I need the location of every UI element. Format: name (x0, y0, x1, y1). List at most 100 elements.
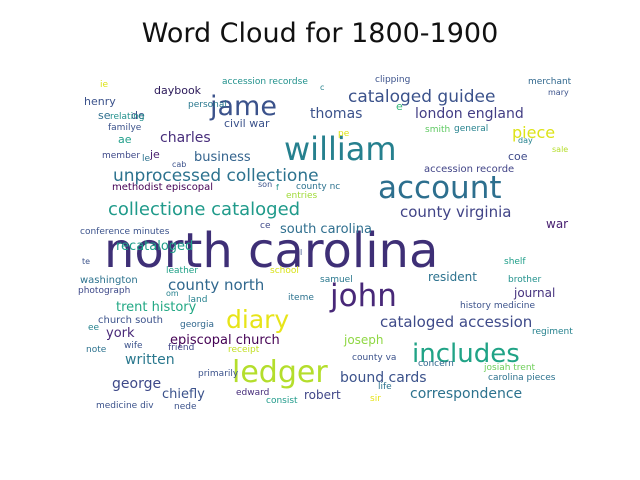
cloud-word: mary (548, 88, 569, 97)
cloud-word: te (82, 257, 90, 266)
cloud-word: joseph (343, 333, 384, 347)
cloud-word: edward (236, 388, 269, 398)
cloud-word: chiefly (162, 387, 205, 402)
cloud-word: je (149, 148, 160, 161)
cloud-word: brother (508, 275, 541, 285)
cloud-word: photograph (78, 286, 130, 296)
cloud-word: diary (226, 305, 289, 334)
cloud-word: daybook (154, 84, 202, 97)
cloud-word: sir (370, 394, 381, 404)
cloud-word: samuel (320, 275, 353, 285)
cloud-word: smith (425, 125, 450, 135)
cloud-word: unprocessed collectione (113, 166, 319, 186)
cloud-word: georgia (180, 320, 214, 330)
cloud-word: ledger (232, 355, 328, 390)
cloud-word: bound cards (340, 370, 427, 386)
cloud-word: sale (552, 145, 568, 154)
cloud-word: leather (166, 266, 198, 276)
cloud-word: relating (110, 112, 145, 122)
cloud-word: c (320, 83, 324, 92)
cloud-word: ce (260, 221, 271, 231)
cloud-word: merchant (528, 77, 572, 87)
cloud-word: episcopal church (170, 333, 280, 348)
cloud-word: george (112, 376, 161, 392)
cloud-word: accession recordse (222, 77, 308, 87)
cloud-word: charles (160, 130, 211, 146)
cloud-word: le (142, 154, 151, 164)
cloud-word: south carolina (280, 222, 372, 237)
cloud-word: nede (174, 402, 197, 412)
cloud-word: history medicine (460, 301, 535, 311)
cloud-word: correspondence (410, 386, 522, 402)
cloud-word: e (396, 100, 403, 113)
cloud-word: familye (108, 123, 142, 133)
cloud-word: cab (172, 160, 186, 169)
cloud-word: note (86, 345, 107, 355)
cloud-word: general (454, 124, 488, 134)
cloud-word: north carolina (104, 223, 438, 279)
cloud-word: washington (80, 275, 138, 286)
cloud-word: l (300, 248, 302, 257)
cloud-word: consist (266, 396, 298, 406)
cloud-word: civil war (224, 117, 270, 130)
cloud-word: written (125, 352, 175, 368)
cloud-word: pe (338, 129, 350, 139)
cloud-word: henry (84, 95, 116, 108)
cloud-word: life (378, 382, 392, 392)
cloud-word: se (98, 109, 111, 122)
cloud-word: receipt (228, 345, 260, 355)
cloud-word: church south (98, 315, 163, 326)
cloud-word: york (106, 326, 135, 341)
cloud-word: methodist episcopal (112, 182, 213, 193)
cloud-word: day (518, 136, 533, 145)
cloud-word: cataloged guidee (348, 87, 495, 107)
cloud-word: william (284, 130, 397, 168)
cloud-word: robert (304, 388, 341, 402)
cloud-word: resident (428, 270, 477, 284)
cloud-word: includes (412, 339, 520, 369)
cloud-word: f (276, 183, 279, 192)
cloud-word: school (270, 266, 299, 276)
cloud-word: wife (124, 341, 143, 351)
cloud-word: account (378, 170, 502, 206)
cloud-word: de (131, 109, 145, 122)
cloud-word: cataloged accession (380, 313, 532, 331)
cloud-word: conference minutes (80, 227, 170, 237)
cloud-word: piece (512, 123, 555, 142)
cloud-word: county north (168, 276, 264, 294)
cloud-word: business (194, 150, 251, 165)
cloud-word: war (546, 217, 568, 231)
cloud-word: journal (513, 286, 555, 300)
cloud-word: county virginia (400, 203, 511, 221)
cloud-background (80, 72, 582, 408)
chart-title: Word Cloud for 1800-1900 (141, 18, 499, 49)
cloud-word: thomas (310, 106, 362, 122)
cloud-word: collectione cataloged (108, 199, 300, 220)
cloud-word: medicine div (96, 401, 154, 411)
cloud-word: entries (286, 191, 318, 201)
cloud-word: personal (188, 100, 227, 110)
cloud-word: jame (209, 91, 277, 122)
cloud-word: iteme (288, 293, 314, 303)
cloud-word: county va (352, 353, 396, 363)
cloud-word: carolina pieces (488, 373, 556, 383)
cloud-word: son (258, 180, 272, 189)
cloud-word: land (188, 295, 207, 305)
cloud-word: concern (418, 359, 454, 369)
cloud-word: trent history (116, 300, 197, 315)
cloud-word: shelf (504, 257, 526, 267)
cloud-word: ee (88, 323, 100, 333)
cloud-word: ae (118, 133, 132, 146)
cloud-word: regiment (532, 327, 573, 337)
cloud-word: accession recorde (424, 164, 514, 175)
cloud-word: london england (415, 106, 524, 122)
cloud-word: coe (508, 150, 528, 163)
cloud-word: recataloged (116, 239, 193, 254)
cloud-word: clipping (375, 75, 410, 85)
cloud-word: josiah trent (483, 363, 536, 373)
cloud-word: ie (100, 80, 109, 90)
cloud-word: john (329, 278, 397, 314)
cloud-word: om (166, 289, 179, 298)
